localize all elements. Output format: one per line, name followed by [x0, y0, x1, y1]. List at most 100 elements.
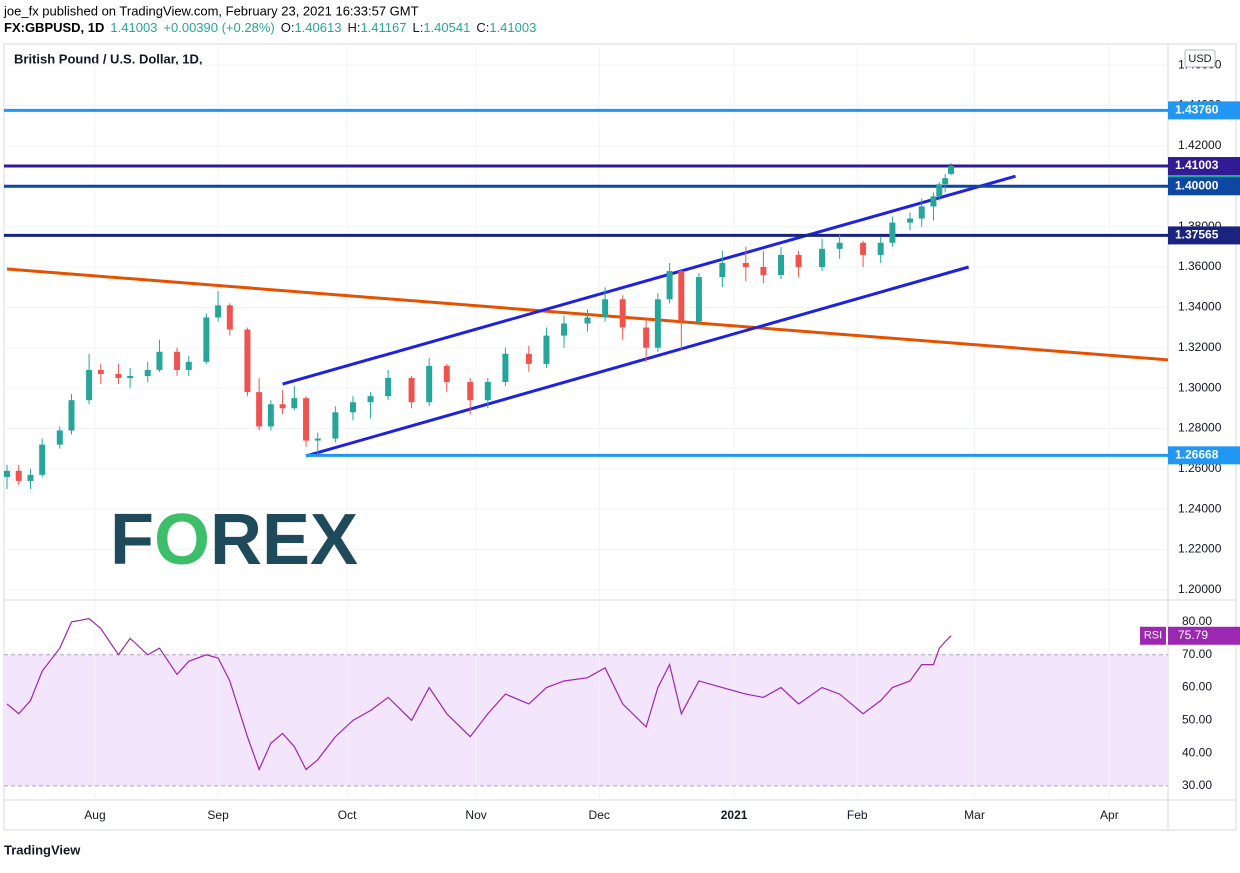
candle-body	[256, 392, 263, 427]
candle-body	[144, 369, 151, 376]
ohlc-label: H:	[347, 20, 360, 35]
currency: USD	[1188, 53, 1211, 65]
candle-body	[930, 196, 937, 207]
candle-body	[666, 271, 673, 300]
candle-body	[643, 327, 650, 348]
ohlc-label: C:	[476, 20, 489, 35]
published: joe_fx published on TradingView.com, Feb…	[3, 3, 419, 18]
logo: FOREX	[110, 500, 358, 580]
x-tick-label: Sep	[207, 808, 229, 822]
x-tick-label: Nov	[465, 808, 486, 822]
candle-body	[267, 404, 274, 427]
frame	[3, 43, 1237, 831]
y-tick-label: 1.20000	[1178, 582, 1222, 596]
y-tick-label: 1.42000	[1178, 138, 1222, 152]
candle-body	[760, 267, 767, 276]
candle-body	[314, 438, 321, 441]
rsi-tick-label: 30.00	[1182, 778, 1212, 792]
rsi-tick-label: 60.00	[1182, 680, 1212, 694]
candle-body	[332, 412, 339, 439]
quote-line: FX:GBPUSD, 1D 1.41003 +0.00390 (+0.28%) O:1…	[4, 20, 536, 35]
candle-body	[543, 335, 550, 364]
logo-mark: O	[154, 500, 210, 580]
candle-body	[367, 396, 374, 403]
price-badge-label: 1.26668	[1175, 448, 1219, 462]
y-tick-label: 1.34000	[1178, 300, 1222, 314]
ohlc-value: 1.41003	[489, 20, 536, 35]
candle-body	[654, 299, 661, 348]
candle-body	[936, 184, 943, 197]
y-tick-label: 1.24000	[1178, 501, 1222, 515]
y-tick-label: 1.32000	[1178, 340, 1222, 354]
candle-body	[349, 402, 356, 413]
candle-body	[778, 254, 784, 276]
ohlc-value: 1.40613	[294, 20, 341, 35]
chart-title: British Pound / U.S. Dollar, 1D,	[14, 51, 203, 66]
y-tick-label: 1.26000	[1178, 461, 1222, 475]
y-tick-label: 1.36000	[1178, 259, 1222, 273]
candle-body	[836, 242, 843, 249]
x-tick-label: Dec	[589, 808, 610, 822]
candle-body	[907, 218, 913, 223]
rsi-value: 75.79	[1178, 628, 1208, 642]
candle-body	[918, 206, 925, 219]
ohlc-value: 1.41167	[360, 20, 406, 35]
x-tick-label: Feb	[847, 808, 868, 822]
rsi-tick-label: 50.00	[1182, 712, 1212, 726]
candle-body	[174, 351, 181, 370]
candle-body	[678, 271, 685, 322]
price-badge-label: 1.43760	[1175, 103, 1219, 117]
y-tick-label: 1.30000	[1178, 380, 1222, 394]
rsi-band	[4, 654, 1168, 786]
candle-body	[467, 382, 474, 401]
symbol: FX:GBPUSD, 1D	[4, 20, 104, 35]
price-badge	[1168, 446, 1240, 465]
price-badge	[1168, 157, 1240, 176]
candle-body	[97, 369, 104, 374]
logo-left: F	[110, 500, 154, 580]
candle-body	[385, 378, 392, 397]
candle-body	[185, 361, 192, 370]
rsi-badge	[1140, 626, 1166, 645]
candle-body	[408, 378, 415, 403]
x-tick-label: Aug	[84, 808, 105, 822]
candle-body	[584, 317, 591, 324]
candle-body	[942, 178, 949, 185]
candle-body	[525, 353, 532, 364]
change: +0.00390 (+0.28%)	[163, 20, 274, 35]
candle-body	[795, 254, 802, 267]
price-badge-label: 1.37565	[1175, 228, 1219, 242]
candle-body	[127, 375, 134, 378]
x-tick-label: Mar	[964, 808, 985, 822]
candle-body	[86, 369, 93, 401]
candle-body	[115, 373, 122, 378]
price-badge-label: 1.40000	[1175, 178, 1219, 192]
rsi-badge	[1168, 626, 1240, 645]
trend-line	[305, 265, 970, 458]
ohlc-label: O:	[281, 20, 295, 35]
rsi-name: RSI	[1144, 630, 1162, 642]
price-badge-label: 1.41003	[1175, 158, 1219, 172]
candle-body	[39, 444, 46, 475]
candle-body	[889, 222, 896, 243]
candle-body	[877, 242, 884, 255]
rsi-tick-label: 40.00	[1182, 745, 1212, 759]
candle-body	[619, 299, 626, 328]
candle-body	[742, 262, 749, 267]
candle-body	[226, 305, 233, 330]
candle-body	[426, 365, 433, 403]
candle-body	[484, 382, 491, 401]
price-badge	[1168, 177, 1240, 196]
x-tick-label: 2021	[721, 808, 748, 822]
candle-body	[602, 299, 609, 318]
candle-body	[819, 248, 826, 267]
candle-body	[860, 242, 867, 255]
x-tick-label: Apr	[1100, 808, 1119, 822]
rsi-line	[6, 618, 952, 772]
candle-body	[303, 398, 310, 441]
candle-body	[68, 400, 75, 431]
candle-body	[27, 474, 34, 481]
candle-body	[215, 305, 222, 318]
rsi-tick-label: 80.00	[1182, 614, 1212, 628]
